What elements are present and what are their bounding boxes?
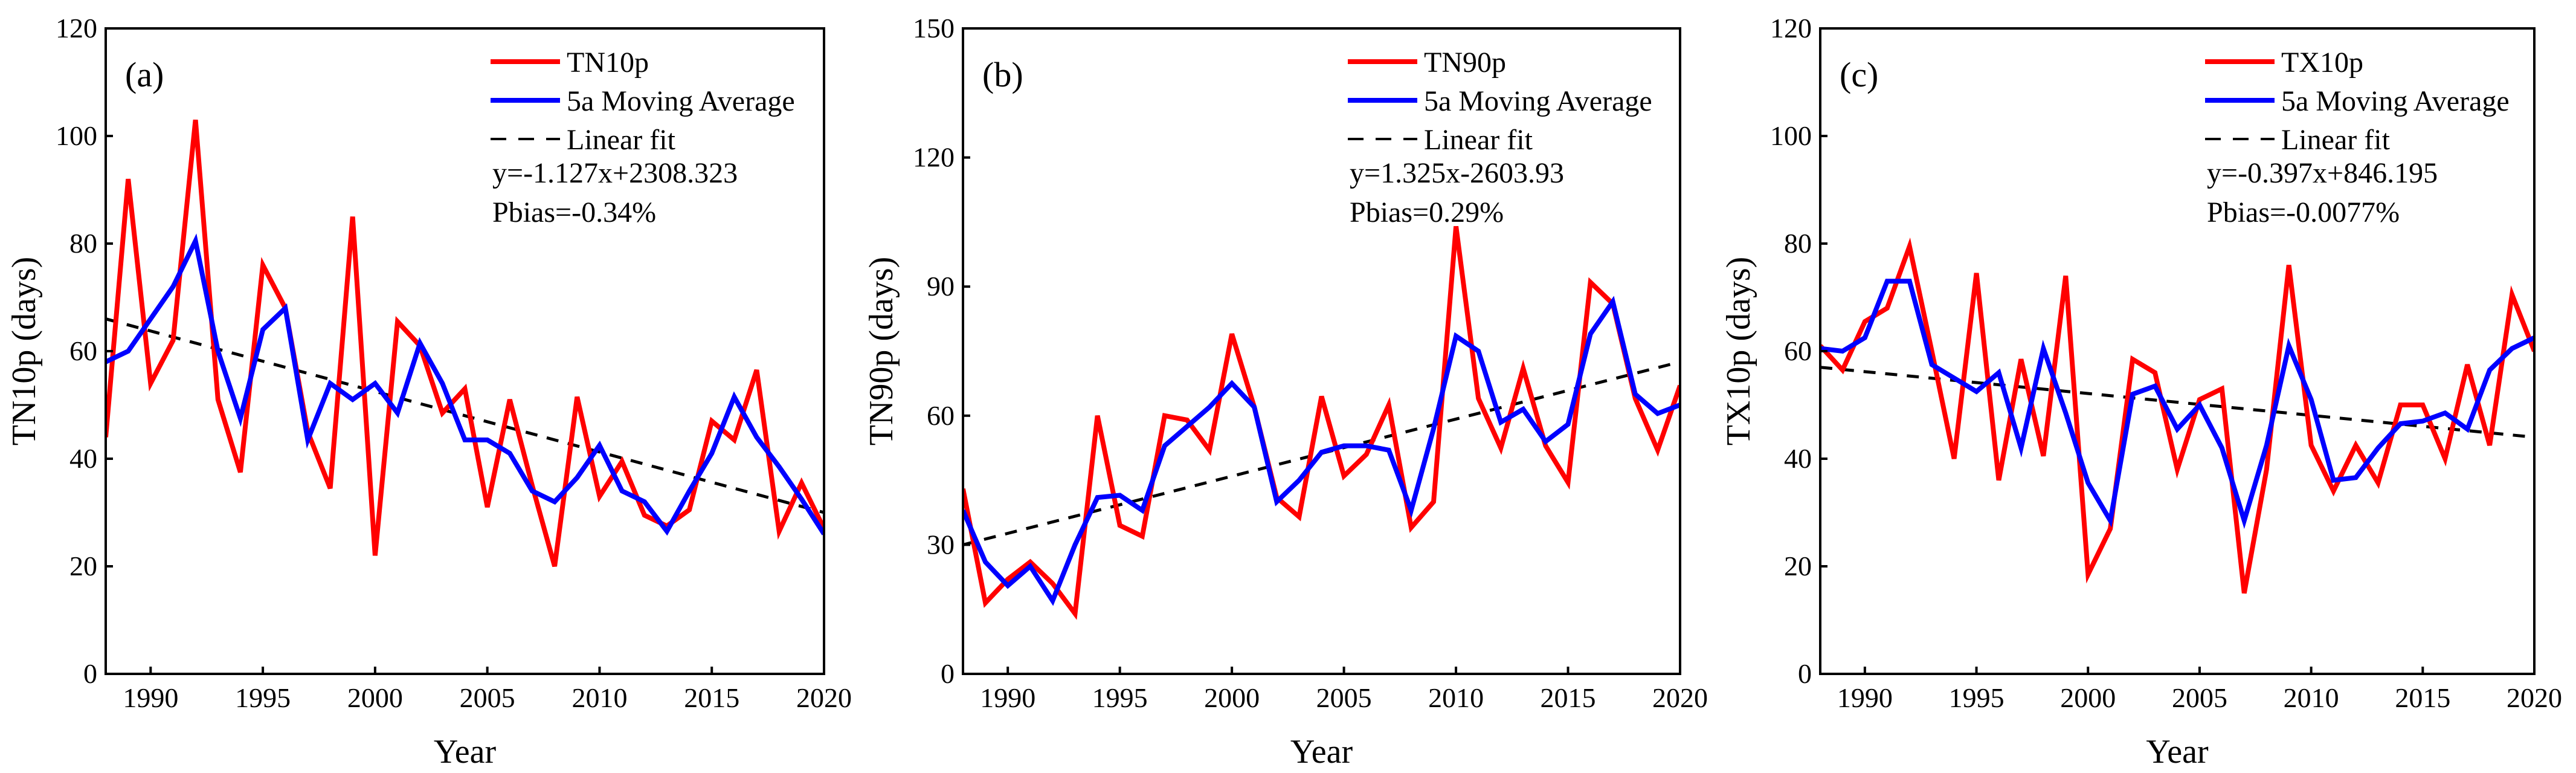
y-tick-label: 40 bbox=[1784, 443, 1812, 474]
x-tick-label: 2000 bbox=[2060, 682, 2116, 713]
y-tick-label: 0 bbox=[941, 658, 955, 689]
x-tick-label: 1995 bbox=[1092, 682, 1148, 713]
fit-equation: y=-1.127x+2308.323 bbox=[492, 157, 738, 189]
x-tick-label: 2000 bbox=[347, 682, 403, 713]
series-line-tn10p bbox=[106, 119, 824, 568]
y-tick-label: 40 bbox=[69, 443, 97, 474]
y-tick-label: 80 bbox=[69, 228, 97, 259]
legend-label: Linear fit bbox=[1424, 124, 1533, 156]
pbias-label: Pbias=0.29% bbox=[1350, 196, 1504, 228]
series-line-tx10p bbox=[1820, 237, 2534, 594]
y-axis-title: TN90p (days) bbox=[863, 257, 900, 446]
x-tick-label: 1990 bbox=[1837, 682, 1893, 713]
series-line-5a-moving-average bbox=[963, 296, 1680, 606]
x-tick-label: 2020 bbox=[2507, 682, 2562, 713]
fit-equation: y=-0.397x+846.195 bbox=[2207, 157, 2438, 189]
panel-b: 0 30 60 90 120 150 1990 1995 2000 2005 2010 2015 202… bbox=[863, 13, 1708, 771]
y-tick-label: 60 bbox=[1784, 335, 1812, 366]
x-tick-label: 2015 bbox=[1541, 682, 1596, 713]
x-tick-label: 2000 bbox=[1204, 682, 1260, 713]
panel-label: (a) bbox=[125, 55, 164, 94]
legend-label: 5a Moving Average bbox=[2281, 85, 2510, 117]
y-tick-label: 30 bbox=[927, 529, 955, 560]
x-tick-label: 1995 bbox=[1949, 682, 2004, 713]
panel-c: 0 20 40 60 80 100 120 1990 1995 2000 2005 2010 2015 2… bbox=[1720, 13, 2562, 771]
legend-label: TX10p bbox=[2281, 47, 2363, 79]
legend-label: 5a Moving Average bbox=[1424, 85, 1652, 117]
x-tick-label: 2005 bbox=[1316, 682, 1372, 713]
x-tick-label: 2010 bbox=[572, 682, 627, 713]
pbias-label: Pbias=-0.34% bbox=[492, 196, 656, 228]
panel-a: 0 20 40 60 80 100 120 1990 1995 2000 2005 2010 2015 2… bbox=[5, 13, 852, 771]
y-tick-label: 60 bbox=[927, 400, 955, 431]
y-tick-label: 120 bbox=[1770, 13, 1812, 44]
y-tick-label: 90 bbox=[927, 271, 955, 302]
y-tick-label: 100 bbox=[56, 120, 97, 151]
plot-frame bbox=[962, 27, 1681, 675]
y-tick-label: 0 bbox=[1798, 658, 1812, 689]
y-tick-label: 120 bbox=[56, 13, 97, 44]
x-tick-label: 2015 bbox=[684, 682, 739, 713]
x-tick-label: 1990 bbox=[980, 682, 1035, 713]
y-axis-title: TX10p (days) bbox=[1720, 257, 1757, 446]
legend-label: Linear fit bbox=[567, 124, 676, 156]
x-tick-label: 2020 bbox=[1652, 682, 1708, 713]
pbias-label: Pbias=-0.0077% bbox=[2207, 196, 2400, 228]
panel-label: (b) bbox=[982, 55, 1023, 94]
x-tick-label: 2015 bbox=[2395, 682, 2450, 713]
series-line-linear-fit bbox=[106, 317, 824, 514]
y-tick-label: 150 bbox=[913, 13, 955, 44]
y-tick-label: 100 bbox=[1770, 120, 1812, 151]
legend-label: TN10p bbox=[567, 47, 649, 79]
x-axis-title: Year bbox=[2146, 733, 2209, 771]
legend-label: 5a Moving Average bbox=[567, 85, 795, 117]
series-line-5a-moving-average bbox=[1820, 279, 2534, 529]
series-line-5a-moving-average bbox=[106, 233, 824, 536]
x-tick-label: 2005 bbox=[2172, 682, 2227, 713]
y-tick-label: 20 bbox=[69, 551, 97, 581]
x-tick-label: 1990 bbox=[123, 682, 178, 713]
x-axis-title: Year bbox=[434, 733, 497, 771]
x-tick-label: 2020 bbox=[796, 682, 852, 713]
x-axis-title: Year bbox=[1290, 733, 1353, 771]
y-tick-label: 20 bbox=[1784, 551, 1812, 581]
x-tick-label: 2010 bbox=[1428, 682, 1484, 713]
series-line-tn90p bbox=[963, 225, 1680, 620]
x-tick-label: 1995 bbox=[235, 682, 291, 713]
y-tick-label: 120 bbox=[913, 142, 955, 173]
x-tick-label: 2005 bbox=[460, 682, 515, 713]
fit-equation: y=1.325x-2603.93 bbox=[1350, 157, 1564, 189]
legend-label: TN90p bbox=[1424, 47, 1506, 79]
x-tick-label: 2010 bbox=[2284, 682, 2339, 713]
panel-label: (c) bbox=[1840, 55, 1878, 94]
y-tick-label: 60 bbox=[69, 335, 97, 366]
y-axis-title: TN10p (days) bbox=[5, 257, 43, 446]
y-tick-label: 0 bbox=[83, 658, 97, 689]
legend-label: Linear fit bbox=[2281, 124, 2391, 156]
y-tick-label: 80 bbox=[1784, 228, 1812, 259]
